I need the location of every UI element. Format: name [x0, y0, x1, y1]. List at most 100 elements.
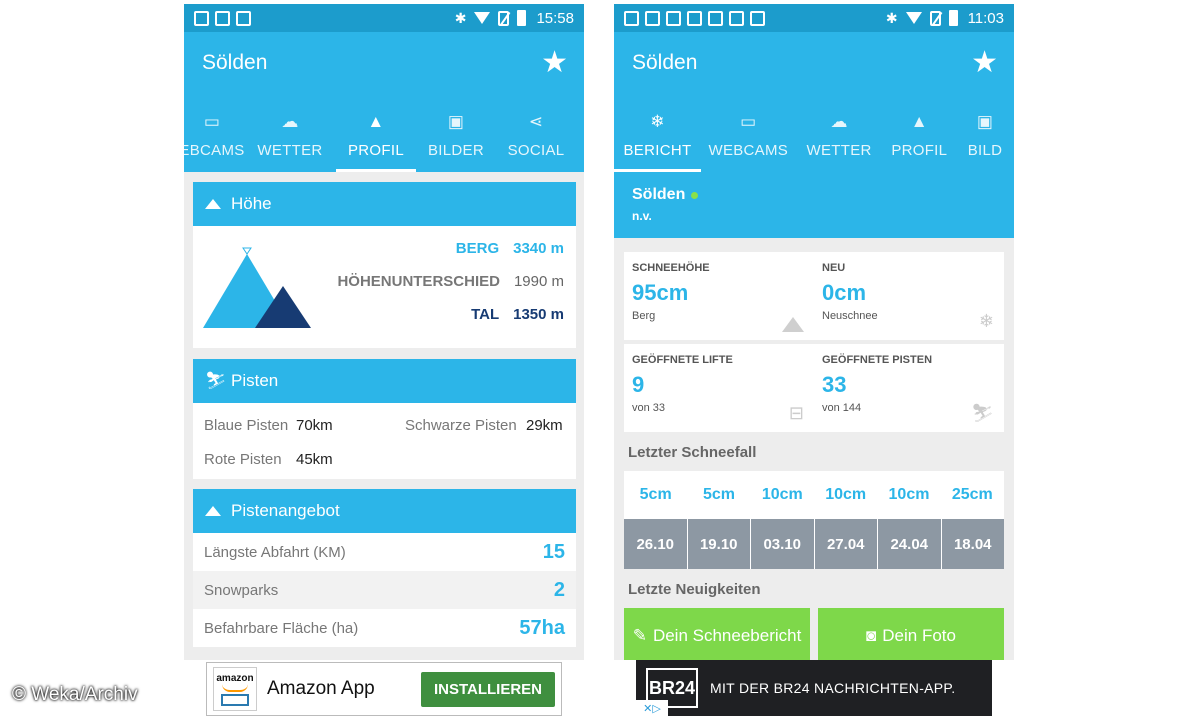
video-icon: ▭	[203, 111, 221, 131]
mountain-icon: ▲	[910, 111, 928, 131]
status-time: 15:58	[536, 9, 574, 27]
br24-logo: BR24	[646, 668, 698, 708]
image-notification-icon	[194, 10, 209, 26]
pisten-body: Blaue Pisten 70km Schwarze Pisten 29km R…	[204, 417, 563, 468]
tab-social[interactable]: ⋖ SOCIAL	[507, 111, 565, 159]
image-icon: ▣	[976, 111, 994, 131]
tab-webcams[interactable]: ▭ WEBCAMS	[708, 111, 789, 159]
tab-bericht[interactable]: ❄ BERICHT	[614, 94, 701, 172]
tab-profil[interactable]: ▲ PROFIL	[891, 111, 948, 159]
br24-ad-banner[interactable]: BR24 MIT DER BR24 NACHRICHTEN-APP. ✕▷	[636, 660, 992, 716]
hoehenunterschied-row: HÖHENUNTERSCHIED 1990 m	[337, 273, 564, 290]
news-title: Letzte Neuigkeiten	[628, 581, 761, 598]
amazon-logo: amazon	[213, 667, 257, 711]
resort-header: Sölden n.v.	[614, 172, 1014, 238]
image-icon: ▣	[447, 111, 465, 131]
pistenangebot-header: Pistenangebot	[193, 489, 576, 533]
no-sim-icon	[498, 10, 510, 26]
snowfall-amount: 10cm	[761, 486, 803, 503]
bluetooth-icon: ✱	[454, 9, 467, 26]
mountain-icon	[782, 317, 804, 332]
app-notification-icon	[236, 10, 251, 26]
map-notification-icon	[215, 10, 230, 26]
ad-choices-icon[interactable]: ✕▷	[636, 700, 668, 716]
image-notification-icon	[624, 10, 639, 26]
camera-icon: ◙	[866, 626, 877, 645]
tab-bilder[interactable]: ▣ BILD	[967, 111, 1003, 159]
battery-icon	[517, 10, 527, 26]
pistenangebot-card: Pistenangebot Längste Abfahrt (KM) 15 Sn…	[193, 489, 576, 647]
snowfall-dates: 26.10 19.10 03.10 27.04 24.04 18.04	[624, 519, 1004, 569]
resort-status: n.v.	[632, 209, 652, 223]
page-title: Sölden	[632, 51, 698, 74]
weather-icon: ☁	[281, 111, 299, 131]
tab-bilder[interactable]: ▣ BILDER	[428, 111, 484, 159]
wifi-icon	[905, 12, 922, 24]
wifi-icon	[474, 12, 491, 24]
bluetooth-icon: ✱	[885, 9, 898, 26]
mountain-icon: ▲	[367, 111, 385, 131]
tab-webcams[interactable]: ▭ EBCAMS	[184, 111, 245, 159]
status-time: 11:03	[967, 9, 1004, 27]
tal-row: TAL 1350 m	[471, 306, 564, 323]
snowfall-amount: 10cm	[888, 486, 930, 503]
hoehe-header: Höhe	[193, 182, 576, 226]
skier-icon: ⛷	[971, 403, 994, 423]
ad-text: MIT DER BR24 NACHRICHTEN-APP.	[710, 680, 956, 696]
tab-wetter[interactable]: ☁ WETTER	[806, 111, 872, 159]
snowfall-amount: 10cm	[825, 486, 867, 503]
snowflake-icon: ❄	[978, 311, 994, 331]
snowfall-amount: 5cm	[702, 486, 735, 503]
pisten-header: ⛷ Pisten	[193, 359, 576, 403]
copyright-watermark: © Weka/Archiv	[12, 684, 138, 705]
tab-wetter[interactable]: ☁ WETTER	[257, 111, 323, 159]
snowfall-table: 5cm 5cm 10cm 10cm 10cm 25cm 26.10 19.10 …	[624, 471, 1004, 569]
snowfall-date: 26.10	[624, 519, 687, 569]
share-icon: ⋖	[528, 111, 544, 131]
action-buttons: ✎ Dein Schneebericht ◙ Dein Foto	[624, 608, 1004, 660]
resort-name: Sölden	[632, 186, 996, 204]
list-item: Längste Abfahrt (KM) 15	[204, 540, 565, 563]
left-phone-screen: ✱ 15:58 Sölden ★ ▭ EBCAMS ☁ WETTER ▲ PRO…	[184, 4, 584, 660]
snowfall-date: 27.04	[814, 519, 877, 569]
ad-title: Amazon App	[267, 678, 375, 699]
snowfall-date: 19.10	[687, 519, 750, 569]
mountain-icon	[205, 506, 223, 516]
weather-icon: ☁	[830, 111, 848, 131]
no-sim-icon	[929, 10, 941, 26]
favorite-star-icon[interactable]: ★	[971, 46, 998, 79]
favorite-star-icon[interactable]: ★	[541, 46, 568, 79]
briefcase-notification-icon	[708, 10, 723, 26]
amazon-ad-banner[interactable]: amazon Amazon App INSTALLIEREN	[206, 662, 562, 716]
app-notification-icon	[687, 10, 702, 26]
snowfall-amount: 25cm	[951, 486, 993, 503]
mountain-illustration-icon	[203, 247, 311, 328]
stat-lifte: GEÖFFNETE LIFTE 9 von 33 ⊟	[624, 344, 814, 432]
stat-neu: NEU 0cm Neuschnee ❄	[814, 252, 1004, 340]
check-notification-icon	[729, 10, 744, 26]
skier-icon: ⛷	[205, 371, 227, 390]
snowfall-date: 03.10	[751, 519, 814, 569]
edit-icon: ✎	[632, 626, 647, 645]
snow-report-button[interactable]: ✎ Dein Schneebericht	[624, 608, 810, 660]
install-button[interactable]: INSTALLIEREN	[420, 671, 555, 707]
snowfall-amounts: 5cm 5cm 10cm 10cm 10cm 25cm	[624, 471, 1004, 519]
stat-pisten: GEÖFFNETE PISTEN 33 von 144 ⛷	[814, 344, 1004, 432]
photo-button[interactable]: ◙ Dein Foto	[818, 608, 1004, 660]
snowfall-date: 18.04	[941, 519, 1004, 569]
mountain-icon	[205, 199, 223, 209]
stat-schneehoehe: SCHNEEHÖHE 95cm Berg	[624, 252, 814, 340]
pisten-card: ⛷ Pisten Blaue Pisten 70km Schwarze Pist…	[193, 359, 576, 479]
video-icon: ▭	[740, 111, 757, 131]
tab-bar: ❄ BERICHT ▭ WEBCAMS ☁ WETTER ▲ PROFIL ▣ …	[614, 94, 1014, 172]
tab-profil[interactable]: ▲ PROFIL	[336, 94, 416, 172]
status-bar: ✱ 15:58	[184, 4, 584, 32]
tab-bar: ▭ EBCAMS ☁ WETTER ▲ PROFIL ▣ BILDER ⋖ SO…	[184, 94, 584, 172]
snow-report: SCHNEEHÖHE 95cm Berg NEU 0cm Neuschnee ❄…	[624, 252, 1004, 660]
gondola-icon: ⊟	[788, 403, 804, 423]
map-notification-icon	[666, 10, 681, 26]
app-bar: Sölden ★	[614, 32, 1014, 94]
berg-row: BERG 3340 m	[455, 240, 564, 257]
battery-icon	[948, 10, 958, 26]
snowfall-date: 24.04	[878, 519, 941, 569]
